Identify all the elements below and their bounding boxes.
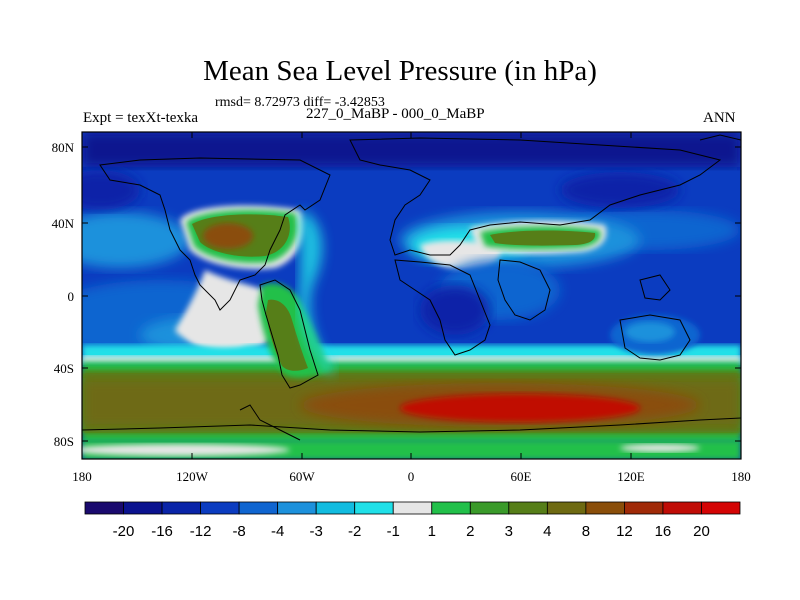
colorbar-swatch: [469, 501, 510, 515]
colorbar-label: -8: [232, 523, 245, 540]
lat-label: 40S: [54, 361, 74, 376]
colorbar-swatch: [431, 501, 471, 515]
colorbar: -20 -16 -12 -8 -4 -3 -2 -1 1 2 3 4 8 12 16 20: [84, 501, 741, 540]
colorbar-swatch: [624, 501, 664, 515]
lon-label: 180: [72, 469, 92, 484]
lat-label: 40N: [52, 216, 75, 231]
colorbar-swatch: [508, 501, 548, 515]
lat-label: 0: [68, 289, 75, 304]
lon-label: 60W: [289, 469, 315, 484]
lon-label: 0: [408, 469, 415, 484]
latitude-axis: 80N 40N 0 40S 80S: [52, 140, 741, 449]
colorbar-label: -2: [348, 523, 361, 540]
stats-text: rmsd= 8.72973 diff= -3.42853: [215, 95, 385, 110]
colorbar-swatch: [392, 501, 433, 515]
lat-label: 80S: [54, 434, 74, 449]
colorbar-swatch: [84, 501, 124, 515]
colorbar-label: 3: [505, 523, 513, 540]
comparison-label: 227_0_MaBP - 000_0_MaBP: [306, 106, 485, 122]
colorbar-label: -4: [271, 523, 284, 540]
colorbar-swatch: [662, 501, 702, 515]
colorbar-swatch: [123, 501, 163, 515]
colorbar-swatch: [354, 501, 394, 515]
lon-label: 120E: [617, 469, 645, 484]
experiment-label: Expt = texXt-texka: [83, 110, 199, 126]
colorbar-label: 4: [543, 523, 551, 540]
colorbar-label: -1: [387, 523, 400, 540]
lon-label: 180: [731, 469, 751, 484]
colorbar-swatch: [701, 501, 741, 515]
colorbar-label: -12: [190, 523, 212, 540]
lon-label: 120W: [176, 469, 209, 484]
colorbar-swatch: [315, 501, 356, 515]
pressure-field: [82, 132, 741, 459]
season-label: ANN: [703, 110, 736, 126]
colorbar-swatch: [585, 501, 625, 515]
colorbar-label: -3: [310, 523, 323, 540]
colorbar-label: 1: [428, 523, 436, 540]
colorbar-label: -16: [151, 523, 173, 540]
colorbar-swatch: [546, 501, 587, 515]
chart-title: Mean Sea Level Pressure (in hPa): [203, 55, 597, 87]
colorbar-swatch: [238, 501, 279, 515]
colorbar-label: 20: [693, 523, 710, 540]
colorbar-label: 12: [616, 523, 633, 540]
colorbar-label: 2: [466, 523, 474, 540]
colorbar-swatch: [277, 501, 317, 515]
land-outlines: [82, 134, 741, 441]
colorbar-swatch: [200, 501, 240, 515]
colorbar-swatch: [161, 501, 201, 515]
colorbar-label: 8: [582, 523, 590, 540]
lat-label: 80N: [52, 140, 75, 155]
colorbar-label: 16: [655, 523, 672, 540]
colorbar-label: -20: [113, 523, 135, 540]
lon-label: 60E: [511, 469, 532, 484]
longitude-axis: 180 120W 60W 0 60E 120E 180: [72, 132, 751, 484]
